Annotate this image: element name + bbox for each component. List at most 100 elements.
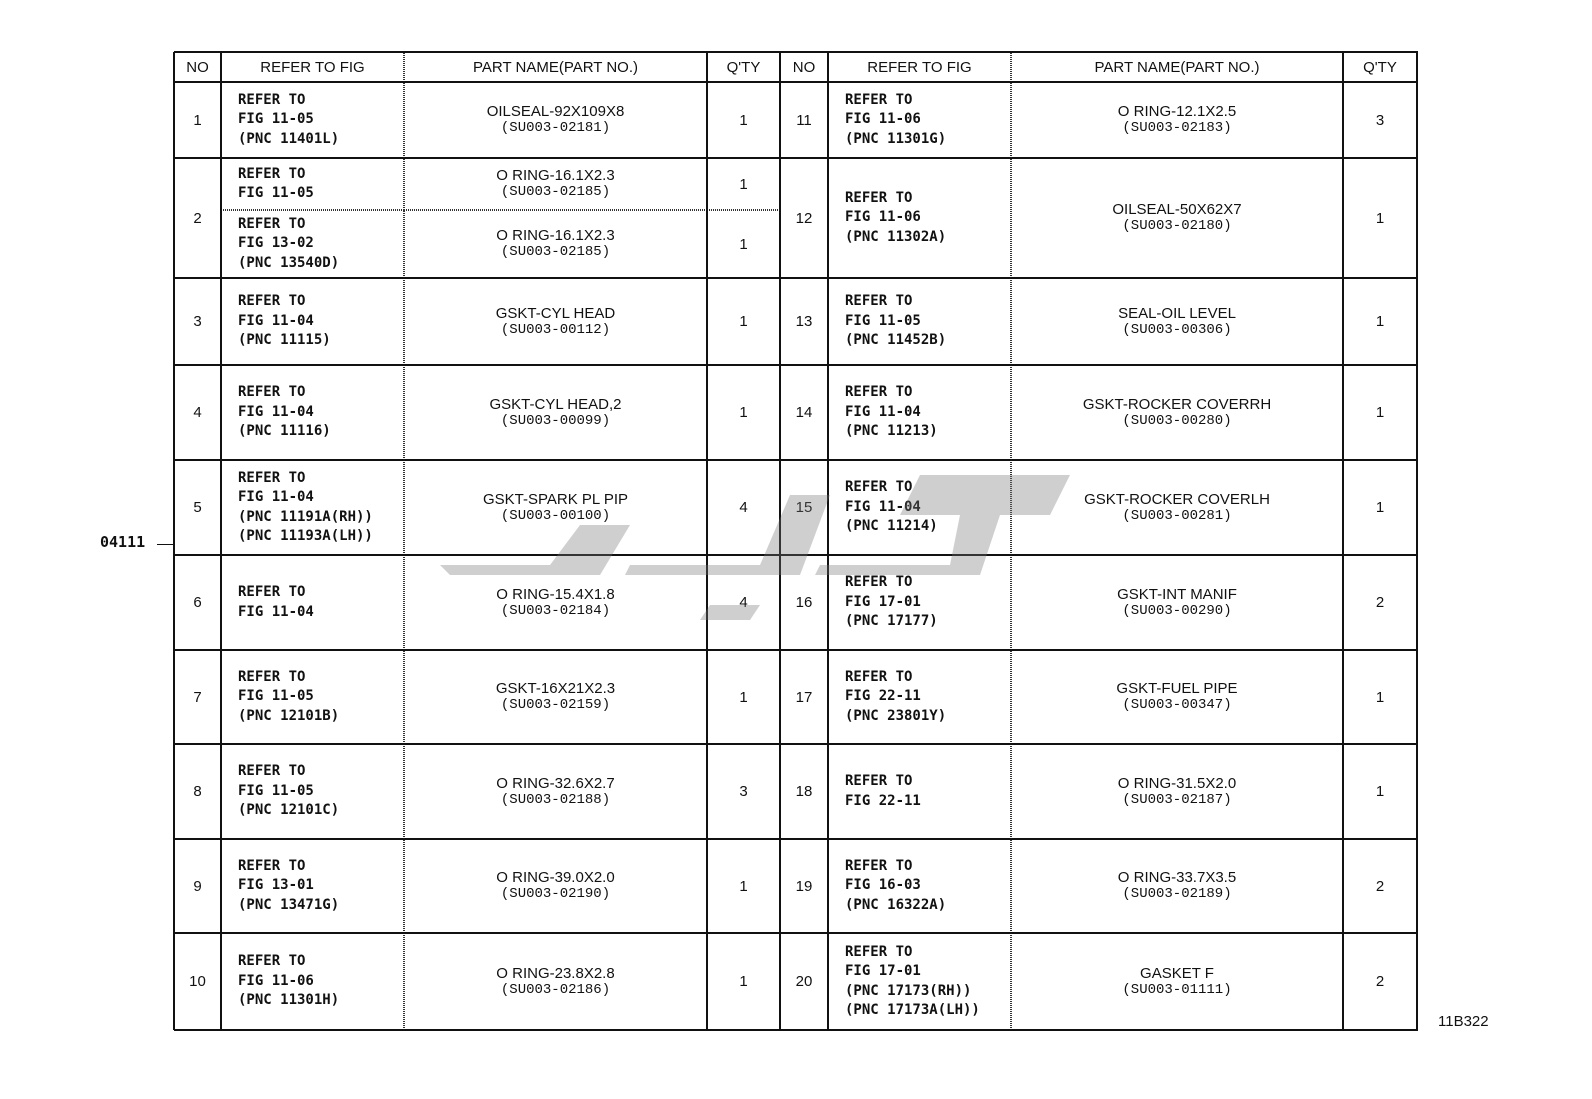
part-name: GSKT-ROCKER COVERLH (1084, 490, 1270, 508)
row-divider (174, 81, 1418, 83)
row-divider (174, 157, 1418, 159)
quantity: 4 (707, 460, 780, 555)
item-number: 8 (174, 744, 221, 839)
part-number: (SU003-00306) (1122, 321, 1232, 338)
part-name: O RING-33.7X3.5 (1117, 869, 1237, 886)
part-name-cell: O RING-16.1X2.3 (SU003-02185) (404, 158, 707, 210)
part-name-cell: O RING-32.6X2.7 (SU003-02188) (404, 744, 707, 839)
column-divider (706, 52, 708, 1030)
part-name-cell: GSKT-CYL HEAD (SU003-00112) (404, 278, 707, 365)
item-number: 19 (780, 839, 828, 933)
column-divider (220, 52, 222, 1030)
part-name-cell: GSKT-INT MANIF (SU003-00290) (1011, 555, 1343, 650)
quantity: 3 (707, 744, 780, 839)
refer-to-fig-link[interactable]: REFER TO FIG 11-05 (PNC 12101C) (221, 744, 404, 839)
refer-to-fig-link[interactable]: REFER TO FIG 11-05 (PNC 11452B) (828, 278, 1011, 365)
part-name-cell: OILSEAL-50X62X7 (SU003-02180) (1011, 158, 1343, 278)
item-number: 3 (174, 278, 221, 365)
part-name: GSKT-ROCKER COVERRH (1082, 395, 1272, 413)
row-divider (174, 51, 1418, 53)
part-number: (SU003-01111) (1122, 981, 1232, 998)
part-name: OILSEAL-50X62X7 (1112, 201, 1242, 218)
part-number: (SU003-02181) (500, 120, 611, 136)
refer-to-fig-link[interactable]: REFER TO FIG 22-11 (828, 744, 1011, 839)
part-name-cell: GSKT-SPARK PL PIP (SU003-00100) (404, 460, 707, 555)
refer-to-fig-link[interactable]: REFER TO FIG 11-05 (PNC 11401L) (221, 82, 404, 158)
callout-leader-line (157, 544, 174, 545)
part-number: (SU003-02187) (1122, 791, 1232, 808)
refer-to-fig-link[interactable]: REFER TO FIG 16-03 (PNC 16322A) (828, 839, 1011, 933)
item-number: 15 (780, 460, 828, 555)
quantity: 1 (707, 839, 780, 933)
refer-to-fig-link[interactable]: REFER TO FIG 11-04 (PNC 11191A(RH)) (PNC… (221, 460, 404, 555)
part-name: O RING-16.1X2.3 (496, 167, 615, 184)
part-name: GSKT-CYL HEAD (495, 304, 616, 322)
item-number: 2 (174, 158, 221, 278)
figure-code: 11B322 (1438, 1013, 1489, 1030)
item-number: 16 (780, 555, 828, 650)
part-name: GSKT-16X21X2.3 (495, 680, 616, 697)
refer-to-fig-link[interactable]: REFER TO FIG 11-04 (PNC 11214) (828, 460, 1011, 555)
item-number: 6 (174, 555, 221, 650)
part-number: (SU003-00280) (1122, 412, 1232, 429)
row-divider (174, 743, 1418, 745)
quantity: 1 (707, 278, 780, 365)
quantity: 2 (1343, 933, 1417, 1030)
refer-to-fig-link[interactable]: REFER TO FIG 11-05 (221, 158, 404, 210)
header-part: PART NAME(PART NO.) (1011, 52, 1343, 82)
item-number: 4 (174, 365, 221, 460)
refer-to-fig-link[interactable]: REFER TO FIG 11-04 (PNC 11213) (828, 365, 1011, 460)
part-name-cell: O RING-23.8X2.8 (SU003-02186) (404, 933, 707, 1030)
part-name: O RING-23.8X2.8 (496, 964, 615, 982)
part-name-cell: O RING-39.0X2.0 (SU003-02190) (404, 839, 707, 933)
quantity: 3 (1343, 82, 1417, 158)
item-number: 20 (780, 933, 828, 1030)
item-number: 10 (174, 933, 221, 1030)
part-name-cell: SEAL-OIL LEVEL (SU003-00306) (1011, 278, 1343, 365)
item-number: 9 (174, 839, 221, 933)
row-divider (174, 364, 1418, 366)
part-name-cell: GSKT-16X21X2.3 (SU003-02159) (404, 650, 707, 744)
part-name-cell: GSKT-ROCKER COVERLH (SU003-00281) (1011, 460, 1343, 555)
refer-to-fig-link[interactable]: REFER TO FIG 11-04 (221, 555, 404, 650)
row-divider (174, 459, 1418, 461)
part-name: SEAL-OIL LEVEL (1118, 304, 1236, 322)
row-divider (174, 554, 1418, 556)
refer-to-fig-link[interactable]: REFER TO FIG 11-06 (PNC 11301H) (221, 933, 404, 1030)
quantity: 1 (707, 650, 780, 744)
quantity: 2 (1343, 839, 1417, 933)
part-number: (SU003-00099) (500, 412, 611, 429)
refer-to-fig-link[interactable]: REFER TO FIG 17-01 (PNC 17177) (828, 555, 1011, 650)
part-number: (SU003-00281) (1122, 507, 1232, 524)
refer-to-fig-link[interactable]: REFER TO FIG 11-06 (PNC 11302A) (828, 158, 1011, 278)
part-number: (SU003-02185) (500, 184, 611, 200)
part-name: O RING-39.0X2.0 (496, 869, 615, 886)
part-name-cell: GSKT-CYL HEAD,2 (SU003-00099) (404, 365, 707, 460)
header-qty: Q'TY (1343, 52, 1417, 82)
part-name-cell: GSKT-ROCKER COVERRH (SU003-00280) (1011, 365, 1343, 460)
refer-to-fig-link[interactable]: REFER TO FIG 17-01 (PNC 17173(RH)) (PNC … (828, 933, 1011, 1030)
refer-to-fig-link[interactable]: REFER TO FIG 13-01 (PNC 13471G) (221, 839, 404, 933)
part-number: (SU003-02186) (500, 981, 611, 998)
item-number: 1 (174, 82, 221, 158)
quantity: 1 (707, 82, 780, 158)
refer-to-fig-link[interactable]: REFER TO FIG 11-05 (PNC 12101B) (221, 650, 404, 744)
column-divider (827, 52, 829, 1030)
refer-to-fig-link[interactable]: REFER TO FIG 11-06 (PNC 11301G) (828, 82, 1011, 158)
header-no: NO (780, 52, 828, 82)
refer-to-fig-link[interactable]: REFER TO FIG 13-02 (PNC 13540D) (221, 210, 404, 278)
part-name-cell: O RING-12.1X2.5 (SU003-02183) (1011, 82, 1343, 158)
item-number: 14 (780, 365, 828, 460)
part-name: GSKT-SPARK PL PIP (482, 490, 629, 508)
part-name: GSKT-FUEL PIPE (1116, 680, 1238, 697)
quantity: 1 (1343, 650, 1417, 744)
refer-to-fig-link[interactable]: REFER TO FIG 22-11 (PNC 23801Y) (828, 650, 1011, 744)
quantity: 2 (1343, 555, 1417, 650)
refer-to-fig-link[interactable]: REFER TO FIG 11-04 (PNC 11116) (221, 365, 404, 460)
item-number: 17 (780, 650, 828, 744)
quantity: 1 (707, 210, 780, 278)
refer-to-fig-link[interactable]: REFER TO FIG 11-04 (PNC 11115) (221, 278, 404, 365)
quantity: 1 (707, 933, 780, 1030)
part-name-cell: OILSEAL-92X109X8 (SU003-02181) (404, 82, 707, 158)
